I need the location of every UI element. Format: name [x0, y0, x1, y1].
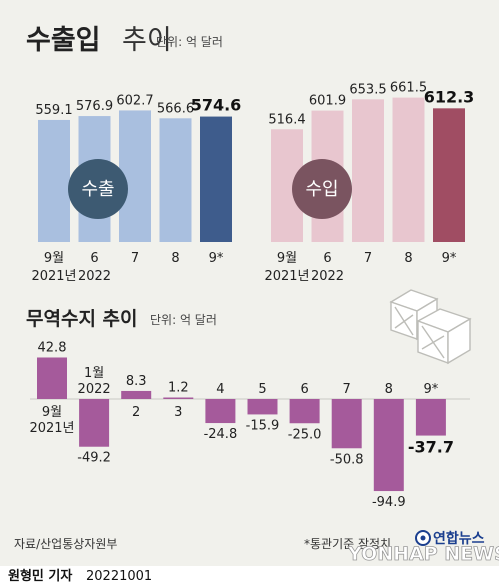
balance-tick-label-0-line1: 2021년 — [29, 421, 74, 436]
byline-date: 20221001 — [86, 569, 152, 584]
balance-tick-label-1-line1: 2022 — [78, 382, 111, 397]
balance-tick-label-2: 2 — [132, 405, 140, 420]
import-value-label-2: 653.5 — [349, 82, 386, 97]
export-value-label-3: 566.6 — [157, 101, 194, 116]
import-tick-label-1-line1: 2022 — [311, 269, 344, 284]
balance-bar-0 — [37, 357, 67, 399]
export-tick-label-2: 7 — [131, 251, 139, 266]
export-chart: 559.1 9월 2021년 576.9 6 2022 602.7 7 566.6 8 574.6 9… — [31, 93, 241, 284]
import-tick-label-2: 7 — [364, 251, 372, 266]
balance-value-label-1: -49.2 — [77, 451, 111, 466]
import-value-label-1: 601.9 — [309, 94, 346, 109]
balance-tick-label-6: 6 — [300, 382, 308, 397]
balance-value-label-2: 8.3 — [126, 374, 147, 389]
import-chart: 516.4 9월 2021년 601.9 6 2022 653.5 7 661.5 8 612.3 9… — [264, 81, 474, 284]
balance-value-label-6: -25.0 — [288, 427, 322, 442]
balance-value-label-4: -24.8 — [204, 427, 238, 442]
source-note: 자료/산업통상자원부 — [14, 537, 117, 551]
watermark: YONHAP NEWS — [347, 543, 499, 565]
balance-bar-6 — [289, 399, 320, 424]
balance-tick-label-0-line0: 9월 — [42, 405, 62, 420]
export-badge-circle — [68, 159, 128, 219]
balance-bar-4 — [205, 399, 236, 424]
balance-tick-label-5: 5 — [258, 382, 266, 397]
balance-bar-2 — [121, 390, 152, 399]
import-tick-label-3: 8 — [404, 251, 412, 266]
provisional-note: *통관기준 잠정치 — [304, 537, 391, 551]
export-badge-label: 수출 — [81, 179, 114, 200]
balance-tick-label-1-line0: 1월 — [84, 366, 104, 381]
import-tick-label-4: 9* — [442, 251, 457, 266]
export-bar-0 — [38, 119, 70, 242]
export-value-label-0: 559.1 — [35, 103, 72, 118]
export-tick-label-0-line1: 2021년 — [31, 269, 76, 284]
export-tick-label-1-line1: 2022 — [78, 269, 111, 284]
balance-bar-9 — [415, 399, 446, 436]
balance-bar-5 — [247, 399, 278, 415]
byline-name: 원형민 기자 — [8, 568, 72, 584]
balance-bar-3 — [163, 397, 194, 399]
import-tick-label-1-line0: 6 — [323, 251, 331, 266]
balance-tick-label-3: 3 — [174, 405, 182, 420]
import-tick-label-0-line0: 9월 — [277, 251, 297, 266]
balance-tick-label-8: 8 — [385, 382, 393, 397]
import-tick-label-0-line1: 2021년 — [264, 269, 309, 284]
export-tick-label-0-line0: 9월 — [44, 251, 64, 266]
balance-title: 무역수지 추이 — [26, 308, 138, 330]
export-value-label-2: 602.7 — [116, 93, 153, 108]
chart-unit: 단위: 억 달러 — [156, 35, 223, 49]
import-bar-3 — [392, 97, 425, 243]
chart-title: 수출입 — [26, 25, 101, 56]
chart-title-suffix: 추이 — [122, 25, 172, 56]
chart-panel — [0, 0, 499, 566]
export-bar-3 — [159, 118, 192, 242]
import-badge-label: 수입 — [305, 179, 338, 200]
yonhap-logo: 연합뉴스 — [415, 530, 485, 547]
import-value-label-4: 612.3 — [424, 87, 475, 106]
export-value-label-4: 574.6 — [191, 96, 242, 115]
balance-value-label-5: -15.9 — [246, 418, 280, 433]
import-badge-circle — [292, 159, 352, 219]
balance-value-label-3: 1.2 — [168, 381, 189, 396]
import-bar-2 — [352, 99, 384, 243]
balance-unit: 단위: 억 달러 — [150, 313, 217, 327]
import-value-label-3: 661.5 — [390, 81, 427, 96]
balance-value-label-8: -94.9 — [372, 495, 406, 510]
export-bar-4 — [200, 116, 232, 242]
export-value-label-1: 576.9 — [76, 99, 113, 114]
balance-value-label-9: -37.7 — [408, 438, 454, 457]
balance-value-label-7: -50.8 — [330, 452, 364, 467]
balance-value-label-0: 42.8 — [38, 340, 67, 355]
export-tick-label-4: 9* — [209, 251, 224, 266]
import-bar-4 — [433, 108, 465, 243]
balance-tick-label-4: 4 — [216, 382, 224, 397]
balance-tick-label-7: 7 — [343, 382, 351, 397]
boxes-illustration — [389, 289, 472, 365]
export-tick-label-1-line0: 6 — [90, 251, 98, 266]
import-value-label-0: 516.4 — [268, 112, 305, 127]
balance-bar-8 — [373, 399, 404, 492]
logo-text: 연합뉴스 — [433, 530, 485, 547]
balance-bar-7 — [331, 399, 362, 449]
export-tick-label-3: 8 — [171, 251, 179, 266]
balance-tick-label-9: 9* — [424, 382, 439, 397]
balance-bar-1 — [79, 399, 110, 447]
